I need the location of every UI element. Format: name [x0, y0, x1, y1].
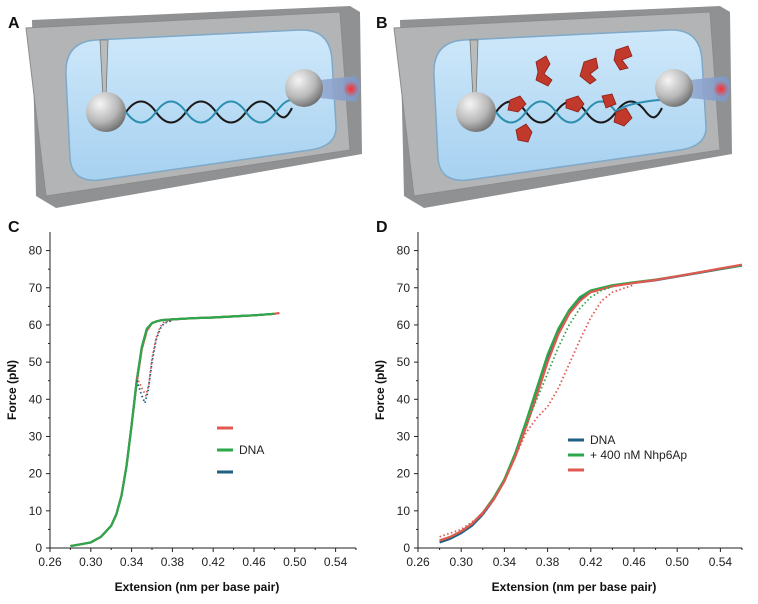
chart-c-x-axis-title: Extension (nm per base pair) [115, 580, 280, 594]
chart-c-x-tick-label: 0.46 [242, 555, 266, 569]
chart-d-y-tick-label: 50 [397, 355, 411, 369]
chart-d-legend-label: + 400 nM Nhp6Ap [590, 448, 687, 462]
panel-c-letter: C [8, 219, 20, 236]
chart-c-series-red-solid [70, 311, 280, 548]
chart-d-y-tick-label: 30 [397, 429, 411, 443]
chart-c-x-tick-label: 0.34 [120, 555, 144, 569]
panel-d-letter: D [376, 219, 388, 236]
chart-c-y-axis-title: Force (pN) [5, 360, 19, 420]
chart-c-y-tick-label: 30 [29, 429, 43, 443]
dna-helix-b [495, 99, 663, 124]
chart-c-series-blue-solid [70, 312, 275, 548]
chart-d-x-tick-label: 0.30 [450, 555, 474, 569]
chart-c-y-tick-label: 70 [29, 281, 43, 295]
chart-c-x-tick-label: 0.26 [38, 555, 62, 569]
chart-c-y-tick-label: 80 [29, 244, 43, 258]
chart-d-y-axis-title: Force (pN) [373, 360, 387, 420]
chart-d-x-tick-label: 0.26 [406, 555, 430, 569]
protein-2 [579, 57, 599, 85]
chart-d-series-green-solid [439, 264, 743, 542]
chart-d-x-axis-title: Extension (nm per base pair) [492, 580, 657, 594]
chart-c-x-tick-label: 0.54 [324, 555, 348, 569]
laser-spot-a [343, 81, 359, 97]
bead-left-a [86, 92, 126, 132]
laser-spot-b [713, 81, 729, 97]
protein-4 [507, 95, 527, 113]
chart-c-x-tick-label: 0.42 [202, 555, 226, 569]
protein-7 [515, 123, 533, 143]
panel-c-chart: C 0 10 20 30 40 50 60 70 80 0.26 0.30 0.34 0.38 0.42 0… [5, 219, 357, 594]
panel-a-letter: A [8, 15, 20, 32]
chart-c-y-tick-label: 20 [29, 467, 43, 481]
panel-a-illustration: A [8, 6, 362, 208]
chart-d-series-blue-solid [439, 264, 743, 544]
chart-c-series-green-solid [70, 312, 275, 548]
chart-d-y-tick-label: 40 [397, 392, 411, 406]
chart-c-x-tick-label: 0.38 [161, 555, 185, 569]
chart-d-x-tick-label: 0.34 [493, 555, 517, 569]
chart-c-series-red-dotted [135, 319, 173, 397]
chart-c-y-tick-label: 50 [29, 355, 43, 369]
chart-c-y-tick-label: 40 [29, 392, 43, 406]
chart-c-legend-label: DNA [239, 443, 264, 457]
protein-8 [613, 107, 633, 127]
chamber-a-fluid [65, 29, 337, 182]
bead-right-a [285, 69, 323, 107]
protein-3 [613, 45, 633, 71]
chart-d-y-tick-label: 80 [397, 244, 411, 258]
protein-1 [535, 55, 553, 87]
chart-d-legend-label: DNA [590, 433, 615, 447]
chart-d-series-red-solid [439, 263, 743, 542]
bead-right-b [655, 69, 693, 107]
chart-c-y-tick-label: 0 [35, 541, 42, 555]
chart-c-y-tick-label: 10 [29, 504, 43, 518]
chart-d-y-tick-label: 70 [397, 281, 411, 295]
chart-c-y-tick-label: 60 [29, 318, 43, 332]
chart-d-y-tick-label: 20 [397, 467, 411, 481]
chart-d-x-tick-label: 0.46 [622, 555, 646, 569]
chart-d-y-tick-label: 10 [397, 504, 411, 518]
chart-d-x-tick-label: 0.54 [709, 555, 733, 569]
chart-d-y-tick-label: 60 [397, 318, 411, 332]
chart-d-series-green-dotted [525, 285, 613, 426]
chart-d-x-tick-label: 0.50 [666, 555, 690, 569]
chart-d-series-red-dotted [439, 283, 635, 538]
protein-5 [565, 95, 585, 113]
panel-d-chart: D 0 10 20 30 40 50 60 70 80 0.26 0.30 0.34 0.38 0.42 0… [373, 219, 743, 594]
panel-b-letter: B [376, 15, 388, 32]
dna-helix-a [125, 99, 293, 124]
nhp6ap-proteins [507, 45, 633, 143]
chart-c-x-tick-label: 0.50 [283, 555, 307, 569]
chart-d-x-tick-label: 0.38 [536, 555, 560, 569]
protein-6 [601, 93, 617, 109]
chart-c-x-tick-label: 0.30 [79, 555, 103, 569]
panel-b-illustration: B [376, 6, 732, 208]
chart-d-x-tick-label: 0.42 [579, 555, 603, 569]
bead-left-b [456, 92, 496, 132]
chart-c-series-blue-dotted [135, 319, 173, 404]
chart-d-y-tick-label: 0 [403, 541, 410, 555]
